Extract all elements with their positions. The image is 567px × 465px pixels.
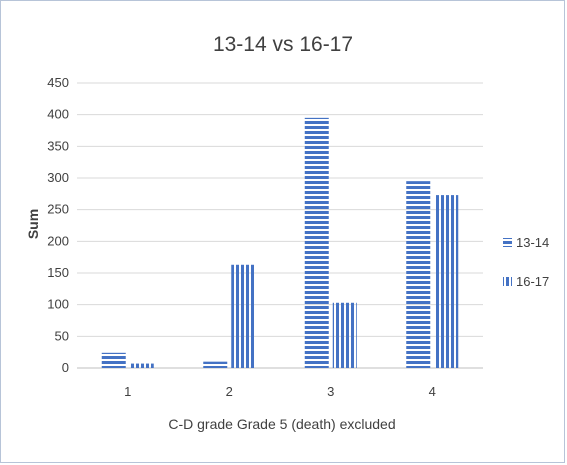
bar-13-14-cat-2	[203, 361, 228, 368]
bar-16-17-cat-4	[434, 195, 459, 368]
legend-label-16-17: 16-17	[516, 274, 549, 289]
bar-13-14-cat-1	[101, 352, 126, 368]
y-tick-label: 200	[47, 233, 69, 248]
legend-swatch-16-17	[503, 277, 512, 286]
x-axis-label: C-D grade Grade 5 (death) excluded	[168, 416, 395, 432]
x-tick-label: 3	[327, 384, 334, 399]
x-tick-label: 2	[226, 384, 233, 399]
legend: 13-14 16-17	[503, 235, 549, 289]
y-tick-label: 100	[47, 297, 69, 312]
bars	[101, 117, 459, 368]
y-tick-label: 250	[47, 202, 69, 217]
x-tick-label: 1	[124, 384, 131, 399]
x-tick-labels: 1 2 3 4	[124, 384, 436, 399]
chart-title: 13-14 vs 16-17	[213, 33, 353, 56]
bar-13-14-cat-4	[406, 181, 431, 368]
bar-13-14-cat-3	[304, 117, 329, 368]
bar-16-17-cat-1	[129, 363, 154, 368]
y-tick-label: 50	[55, 328, 69, 343]
bar-16-17-cat-2	[231, 264, 256, 368]
y-tick-label: 150	[47, 265, 69, 280]
y-tick-label: 0	[62, 360, 69, 375]
legend-label-13-14: 13-14	[516, 235, 549, 250]
bar-16-17-cat-3	[332, 302, 357, 368]
y-tick-label: 300	[47, 170, 69, 185]
y-tick-label: 400	[47, 107, 69, 122]
y-axis-label: Sum	[25, 209, 41, 239]
y-tick-label: 350	[47, 138, 69, 153]
x-tick-label: 4	[429, 384, 436, 399]
legend-swatch-13-14	[503, 238, 512, 247]
y-tick-label: 450	[47, 75, 69, 90]
gridlines	[77, 82, 483, 369]
y-tick-labels: 0 50 100 150 200 250 300 350 400 450	[47, 75, 69, 375]
